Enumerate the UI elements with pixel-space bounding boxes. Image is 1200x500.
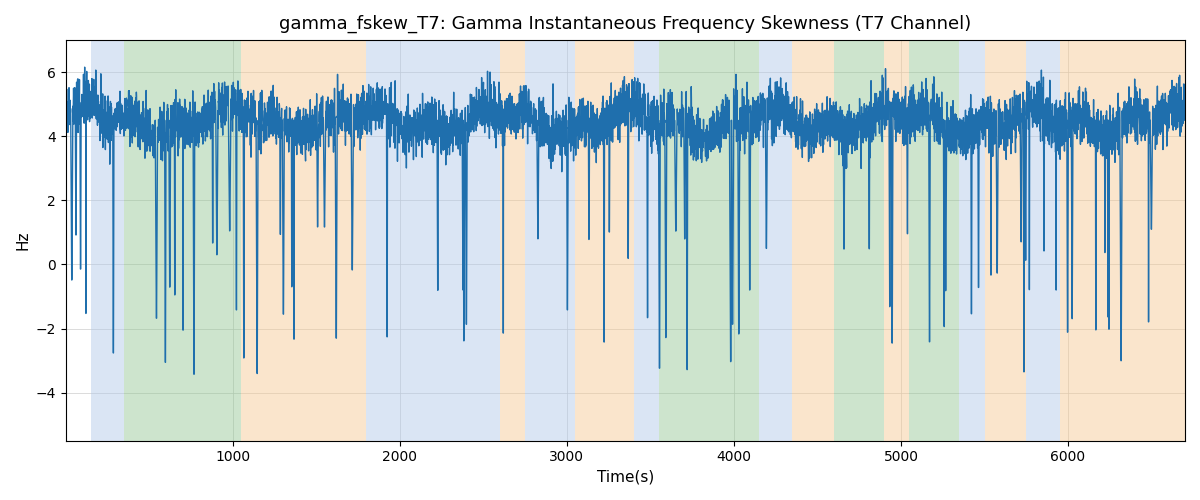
Bar	[575, 40, 634, 440]
Bar	[659, 40, 758, 440]
Bar	[241, 40, 366, 440]
Y-axis label: Hz: Hz	[16, 230, 30, 250]
Bar	[960, 40, 984, 440]
Bar	[984, 40, 1026, 440]
Bar	[124, 40, 241, 440]
Title: gamma_fskew_T7: Gamma Instantaneous Frequency Skewness (T7 Channel): gamma_fskew_T7: Gamma Instantaneous Freq…	[280, 15, 972, 34]
Bar	[526, 40, 575, 440]
Bar	[910, 40, 960, 440]
Bar	[91, 40, 124, 440]
Bar	[1060, 40, 1184, 440]
Bar	[792, 40, 834, 440]
Bar	[884, 40, 910, 440]
X-axis label: Time(s): Time(s)	[596, 470, 654, 485]
Bar	[366, 40, 500, 440]
Bar	[834, 40, 884, 440]
Bar	[500, 40, 526, 440]
Bar	[758, 40, 792, 440]
Bar	[1026, 40, 1060, 440]
Bar	[634, 40, 659, 440]
